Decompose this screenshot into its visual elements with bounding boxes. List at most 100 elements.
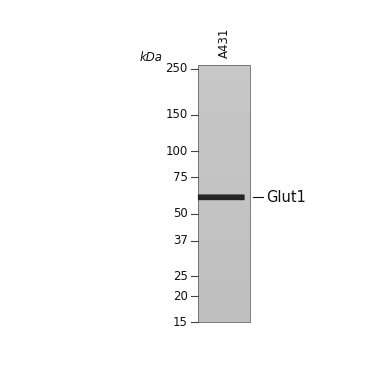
Bar [198,216,250,217]
Bar [198,247,250,248]
Bar [198,298,250,299]
Bar [198,163,250,164]
Bar [198,229,250,230]
Bar [198,192,250,193]
Bar [198,217,250,218]
Bar [198,161,250,162]
Bar [198,162,250,163]
Bar [198,70,250,71]
Bar [198,273,250,274]
Bar [198,231,250,232]
Bar [198,300,250,301]
Bar [198,202,250,203]
Bar [198,107,250,108]
Bar [198,221,250,222]
Bar [198,200,250,201]
Bar [198,83,250,84]
Bar [198,169,250,170]
Bar [198,132,250,133]
Text: A431: A431 [217,28,231,58]
Bar [198,88,250,89]
Bar [198,76,250,77]
Bar [198,72,250,73]
Bar [198,311,250,312]
Bar [198,315,250,316]
Bar [198,308,250,309]
Bar [198,207,250,208]
Bar [198,183,250,184]
Bar [198,82,250,83]
Bar [198,67,250,68]
Bar [198,119,250,120]
Bar [198,220,250,221]
Bar [198,142,250,143]
Bar [198,175,250,176]
Bar [198,155,250,156]
Bar [198,203,250,204]
Text: Glut1: Glut1 [266,190,306,205]
Bar [198,191,250,192]
Bar [198,90,250,91]
Bar [198,201,250,202]
Bar [198,130,250,131]
Bar [198,117,250,118]
Text: 37: 37 [173,234,188,248]
Text: 150: 150 [166,108,188,121]
Bar [198,251,250,252]
Bar [198,276,250,277]
Bar [198,153,250,154]
Bar [198,288,250,289]
Bar [198,123,250,124]
Bar [198,244,250,245]
Bar [198,213,250,214]
Bar [198,126,250,127]
Bar [198,108,250,109]
Bar [198,65,250,66]
Bar [198,66,250,67]
Bar [198,134,250,135]
Bar [198,95,250,96]
Bar [198,184,250,185]
Bar [198,87,250,88]
Bar [198,93,250,94]
Text: 250: 250 [166,62,188,75]
Text: 20: 20 [173,290,188,303]
Bar [198,317,250,318]
Bar [198,241,250,242]
Bar [198,112,250,113]
Bar [198,218,250,219]
Bar [198,91,250,92]
Bar [198,71,250,72]
Bar [198,222,250,223]
Bar [198,237,250,238]
Bar [198,305,250,306]
Bar [198,261,250,262]
Bar [198,128,250,129]
Bar [198,77,250,78]
Bar [198,80,250,81]
Bar [198,280,250,281]
Bar [198,145,250,146]
Bar [198,97,250,98]
Bar [198,210,250,211]
Bar [198,133,250,134]
Bar [198,278,250,279]
Bar [198,111,250,112]
Bar [198,204,250,205]
Bar [198,295,250,296]
Bar [198,195,250,196]
Bar [198,240,250,241]
Bar [198,310,250,311]
Bar [198,165,250,166]
Bar [198,84,250,85]
Bar [198,172,250,173]
Bar [198,150,250,151]
Bar [198,199,250,200]
Bar [198,292,250,293]
Bar [198,120,250,121]
Bar [198,96,250,97]
Text: 75: 75 [173,171,188,184]
Bar [198,256,250,257]
Bar [198,114,250,115]
Bar [198,179,250,180]
